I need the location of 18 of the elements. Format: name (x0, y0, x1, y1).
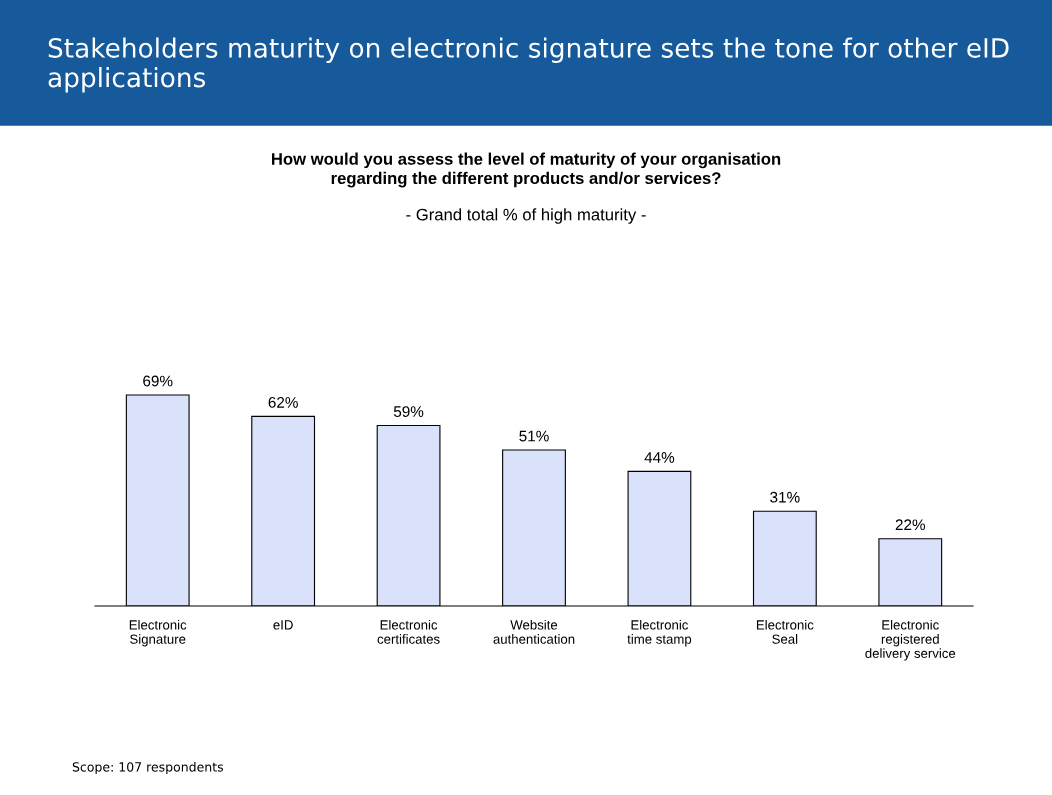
x-tick-label: Electronic time stamp (627, 619, 692, 647)
data-label: 44% (644, 452, 675, 463)
data-label: 62% (268, 396, 298, 408)
data-label: 69% (143, 375, 173, 387)
text: - Grand total % of high maturity - (406, 208, 646, 224)
chart-subtitle: How would you assess the level of maturity of your organisation regarding the different products and/or services? (271, 152, 781, 188)
x-tick-label: Electronic Seal (756, 619, 814, 644)
chart-title: Stakeholders maturity on electronic signature sets the tone for other eID applications (48, 37, 1009, 93)
data-label: 51% (519, 430, 549, 442)
text: Scope: 107 respondents (72, 761, 224, 775)
x-tick-label: Website authentication (493, 619, 575, 644)
x-tick-label: eID (273, 620, 293, 630)
x-tick-label: Electronic Signature (129, 619, 187, 647)
x-tick-label: Electronic certificates (377, 619, 440, 644)
data-label: 59% (393, 406, 424, 417)
x-tick-label: Electronic registered delivery service (865, 619, 956, 661)
data-label: 22% (895, 519, 926, 531)
data-label: 31% (770, 491, 800, 503)
